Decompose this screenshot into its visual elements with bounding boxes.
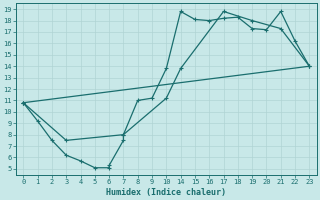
X-axis label: Humidex (Indice chaleur): Humidex (Indice chaleur) bbox=[106, 188, 226, 197]
